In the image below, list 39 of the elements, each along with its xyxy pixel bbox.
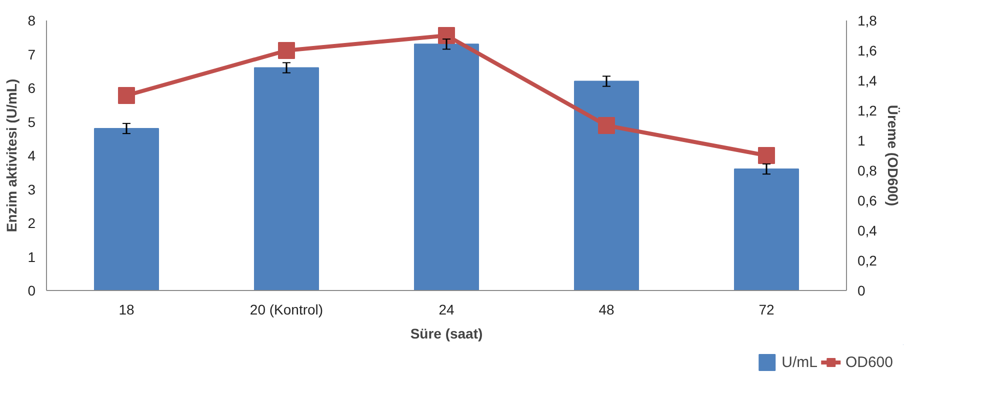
y-tick-label: 6	[28, 80, 36, 96]
y-tick-label: 2	[28, 215, 36, 231]
bar	[94, 128, 159, 290]
y2-axis-title: Üreme (OD600)	[884, 104, 901, 206]
y-axis-title: Enzim aktivitesi (U/mL)	[4, 78, 20, 232]
point	[438, 27, 455, 44]
bar	[734, 168, 799, 290]
y-tick-label: 5	[28, 114, 36, 130]
y-tick-label: 3	[28, 181, 36, 198]
y2-tick-label: 1,8	[858, 12, 878, 28]
bar	[414, 44, 479, 290]
bar	[574, 80, 639, 290]
x-tick-label: 72	[758, 302, 774, 318]
y2-tick-label: 0,2	[858, 252, 878, 268]
x-tick-label: 24	[438, 302, 454, 318]
x-tick-label: 20 (Kontrol)	[250, 302, 324, 318]
point	[118, 87, 135, 104]
y2-tick-label: 0,6	[858, 192, 878, 208]
y-tick-label: 8	[28, 12, 36, 28]
y-tick-label: 4	[28, 148, 36, 164]
legend-label: OD600	[845, 354, 893, 370]
x-axis-title: Süre (saat)	[410, 326, 483, 342]
x-tick-label: 18	[118, 302, 134, 318]
y2-tick-label: 0,4	[858, 222, 878, 238]
point	[758, 147, 775, 164]
point	[598, 117, 615, 134]
y-tick-label: 7	[28, 46, 36, 62]
y2-tick-label: 1	[858, 132, 866, 148]
y-tick-label: 1	[28, 248, 36, 265]
y2-tick-label: 1,2	[858, 102, 878, 118]
y2-tick-label: 0,8	[858, 162, 878, 178]
point	[278, 42, 295, 59]
x-tick-label: 48	[598, 302, 614, 318]
y2-tick-label: 1,4	[858, 72, 878, 88]
y-tick-label: 0	[28, 282, 36, 298]
legend-label: U/mL	[782, 354, 818, 370]
y2-tick-label: 0	[858, 282, 866, 298]
bar	[254, 67, 319, 290]
y2-tick-label: 1,6	[858, 42, 878, 58]
